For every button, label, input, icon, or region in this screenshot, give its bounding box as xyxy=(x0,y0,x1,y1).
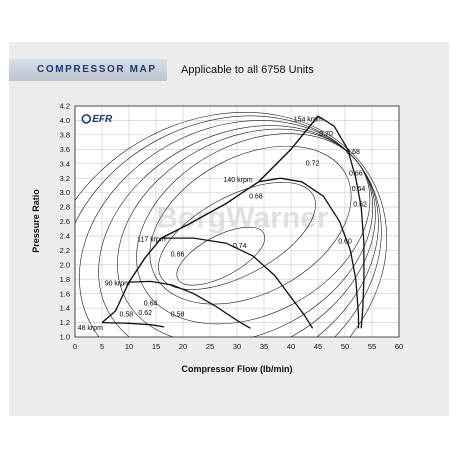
efficiency-label: 0.66 xyxy=(349,171,363,178)
page-title: COMPRESSOR MAP xyxy=(37,64,157,75)
efr-logo: EFR xyxy=(81,114,113,125)
efficiency-island xyxy=(176,226,266,286)
speed-lines xyxy=(101,115,365,329)
efficiency-label: 0.60 xyxy=(338,238,352,245)
y-tick-label: 2.0 xyxy=(60,260,70,269)
header-tab xyxy=(9,59,167,81)
efficiency-label: 0.66 xyxy=(171,251,185,258)
watermark: BorgWarner xyxy=(156,201,329,234)
page-subtitle: Applicable to all 6758 Units xyxy=(181,64,314,76)
x-tick-label: 20 xyxy=(179,342,187,351)
speed-line xyxy=(317,115,365,329)
efficiency-label: 0.58 xyxy=(171,311,185,318)
speed-label: 90 krpm xyxy=(105,280,130,287)
speed-label: 140 krpm xyxy=(224,177,253,184)
efficiency-islands xyxy=(75,112,388,337)
x-axis-title: Compressor Flow (lb/min) xyxy=(181,364,292,374)
efficiency-label: 0.58 xyxy=(119,311,133,318)
efficiency-label: 0.72 xyxy=(306,161,320,168)
efficiency-island xyxy=(75,115,382,337)
speed-line xyxy=(161,237,314,329)
efficiency-label: 0.62 xyxy=(138,310,152,317)
y-tick-label: 2.6 xyxy=(60,217,70,226)
efficiency-label: 0.68 xyxy=(346,149,360,156)
x-tick-label: 45 xyxy=(314,342,322,351)
axis-ticks: 0 5 10 15 20 25 30 35 40 45 50 55 60 1.0 1.2 1.4 1.6 1.8 2… xyxy=(60,102,404,351)
y-tick-label: 1.4 xyxy=(60,304,70,313)
y-tick-label: 1.8 xyxy=(60,275,70,284)
speed-line xyxy=(101,321,165,328)
efficiency-island xyxy=(75,112,388,337)
x-tick-label: 60 xyxy=(395,342,403,351)
surge-line xyxy=(101,115,319,324)
x-tick-label: 5 xyxy=(100,342,104,351)
chart-labels: 0.70 0.68 0.72 0.66 0.64 0.68 0.62 0.74 0.60 0.66… xyxy=(78,116,367,332)
x-tick-label: 15 xyxy=(152,342,160,351)
x-tick-label: 10 xyxy=(125,342,133,351)
watermark-text: BorgWarner xyxy=(156,201,329,234)
y-tick-label: 3.0 xyxy=(60,188,70,197)
speed-line xyxy=(258,177,360,329)
speed-label: 117 krpm xyxy=(137,236,166,243)
y-tick-label: 1.6 xyxy=(60,289,70,298)
efficiency-label: 0.64 xyxy=(352,186,366,193)
y-axis-title: Pressure Ratio xyxy=(31,189,41,253)
y-tick-label: 1.2 xyxy=(60,318,70,327)
efr-logo-swirl-icon xyxy=(81,114,92,124)
x-tick-label: 40 xyxy=(287,342,295,351)
efficiency-label: 0.64 xyxy=(144,301,158,308)
y-tick-label: 2.2 xyxy=(60,246,70,255)
speed-label: 48 krpm xyxy=(78,325,103,332)
x-tick-label: 25 xyxy=(206,342,214,351)
y-tick-label: 3.2 xyxy=(60,174,70,183)
plot-frame xyxy=(74,105,400,338)
speed-label: 154 krpm xyxy=(294,116,323,123)
y-tick-label: 2.8 xyxy=(60,203,70,212)
y-tick-label: 3.6 xyxy=(60,145,70,154)
y-tick-label: 3.8 xyxy=(60,130,70,139)
y-tick-label: 2.4 xyxy=(60,232,70,241)
efficiency-label: 0.70 xyxy=(319,131,333,138)
efficiency-island xyxy=(158,182,316,290)
x-tick-label: 50 xyxy=(341,342,349,351)
x-tick-label: 55 xyxy=(368,342,376,351)
efficiency-label: 0.68 xyxy=(249,194,263,201)
x-tick-label: 30 xyxy=(233,342,241,351)
speed-line xyxy=(128,280,251,329)
y-tick-label: 1.0 xyxy=(60,333,70,342)
efr-logo-text: EFR xyxy=(92,114,113,125)
surge-line-path xyxy=(101,115,319,324)
y-tick-label: 4.0 xyxy=(60,116,70,125)
efficiency-label: 0.62 xyxy=(353,202,367,209)
y-tick-label: 3.4 xyxy=(60,159,70,168)
x-tick-label: 35 xyxy=(260,342,268,351)
efficiency-label: 0.74 xyxy=(233,243,247,250)
x-tick-label: 0 xyxy=(73,342,77,351)
y-tick-label: 4.2 xyxy=(60,102,70,111)
